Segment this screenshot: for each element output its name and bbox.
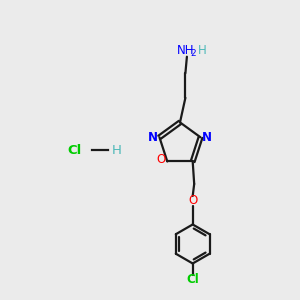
Text: H: H [198,44,207,57]
Text: O: O [156,154,165,166]
Text: Cl: Cl [68,143,82,157]
Text: Cl: Cl [186,274,199,286]
Text: NH: NH [176,44,194,57]
Text: N: N [148,131,158,144]
Text: N: N [202,131,212,144]
Text: O: O [188,194,197,207]
Text: 2: 2 [191,49,196,58]
Text: H: H [112,143,122,157]
